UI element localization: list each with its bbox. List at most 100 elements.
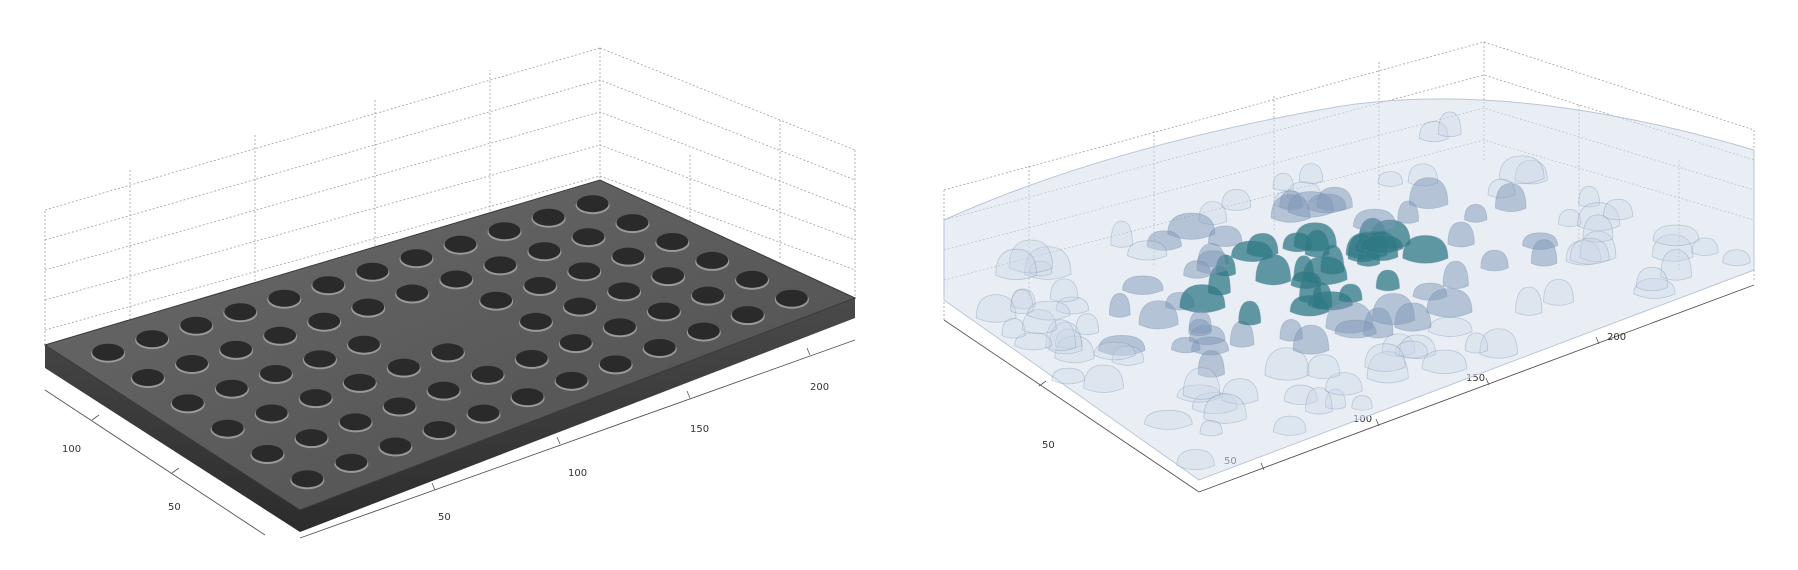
axis-lines xyxy=(943,284,1755,493)
isosurface-blob xyxy=(1010,289,1034,315)
isosurface-blob xyxy=(1464,204,1488,223)
isosurface-blob xyxy=(1652,224,1700,247)
plate-hole xyxy=(576,195,609,213)
isosurface-blob xyxy=(1014,332,1053,351)
isosurface-blob xyxy=(1426,288,1473,318)
isosurface-volume-plot: 50 50 100 150 200 xyxy=(943,41,1755,493)
plate-hole xyxy=(643,338,676,356)
isosurface-blob xyxy=(1636,266,1669,292)
plate-hole xyxy=(484,256,517,274)
isosurface-blob xyxy=(1024,246,1072,280)
plate-hole xyxy=(467,404,500,422)
plate-hole xyxy=(515,349,548,367)
plate-hole xyxy=(471,365,504,383)
isosurface-blob xyxy=(1377,171,1404,187)
isosurface-blob xyxy=(1722,249,1751,267)
plate-hole xyxy=(259,365,292,383)
isosurface-blob xyxy=(1306,354,1341,380)
plate-holes xyxy=(91,195,809,490)
isosurface-blob xyxy=(1051,367,1086,385)
plate-hole xyxy=(224,303,257,321)
isosurface-blob xyxy=(1311,282,1333,310)
isosurface-blob xyxy=(1001,317,1026,339)
isosurface-blob xyxy=(1437,111,1462,138)
isosurface-blob xyxy=(1359,234,1404,254)
isosurface-blob xyxy=(1238,300,1262,326)
plate-hole xyxy=(572,228,605,246)
plate-hole xyxy=(308,312,341,330)
plate-hole xyxy=(312,276,345,294)
x-tick-labels: 50 xyxy=(1042,440,1055,451)
isosurface-blob xyxy=(1021,308,1057,335)
isosurface-blob xyxy=(1199,419,1223,437)
perforated-plate-surface-plot: 50 100 50 100 150 200 xyxy=(43,47,857,539)
isosurface-blob xyxy=(1230,240,1274,263)
isosurface-blob xyxy=(1283,384,1318,405)
isosurface-blob xyxy=(1292,324,1330,355)
isosurface-blob xyxy=(1010,288,1036,310)
isosurface-blob xyxy=(1352,208,1397,232)
plate-hole xyxy=(396,284,429,302)
y-tick-label: 200 xyxy=(1607,332,1626,343)
isosurface-blob xyxy=(1221,378,1259,405)
isosurface-blob xyxy=(1293,222,1337,252)
isosurface-blob xyxy=(1351,395,1373,411)
plate-hole xyxy=(171,394,204,412)
plate-hole xyxy=(528,242,561,260)
isosurface-blob xyxy=(1029,260,1053,277)
plate-hole xyxy=(211,419,244,437)
plate-hole xyxy=(92,343,125,361)
plate-hole xyxy=(136,330,169,348)
plate-hole xyxy=(599,355,632,373)
plate-hole xyxy=(656,233,689,251)
isosurface-blob xyxy=(1191,336,1230,356)
axis-lines xyxy=(44,339,856,539)
isosurface-blob xyxy=(1494,183,1527,213)
plate-hole xyxy=(335,453,368,471)
isosurface-blob xyxy=(1565,240,1602,266)
plate-hole xyxy=(339,413,372,431)
isosurface-blob xyxy=(1334,319,1377,339)
isosurface-blob xyxy=(1083,364,1124,393)
isosurface-blob xyxy=(1097,334,1146,357)
isosurface-blob xyxy=(1045,319,1076,352)
plate-hole xyxy=(488,222,521,240)
plate-hole xyxy=(431,343,464,361)
isosurface-blob xyxy=(1543,279,1574,306)
isosurface-blob xyxy=(1305,387,1333,415)
isosurface-blob xyxy=(1207,225,1243,247)
isosurface-blob xyxy=(1558,209,1582,227)
isosurface-blob xyxy=(1324,388,1346,410)
isosurface-blob xyxy=(975,294,1017,323)
plate-hole xyxy=(387,358,420,376)
x-tick-label: 50 xyxy=(168,502,181,513)
plate-hole xyxy=(603,318,636,336)
plate-hole xyxy=(647,302,680,320)
isosurface-blob xyxy=(1075,313,1100,336)
plate-hole xyxy=(555,371,588,389)
left-plot-panel: 50 100 50 100 150 200 xyxy=(43,47,857,539)
isosurface-blob xyxy=(1179,284,1226,314)
isosurface-blob xyxy=(995,248,1038,281)
plate-hole xyxy=(343,373,376,391)
plate-hole xyxy=(652,267,685,285)
right-plot-panel: 50 50 100 150 200 xyxy=(899,0,1798,570)
isosurface-blob xyxy=(1578,185,1600,208)
isosurface-blob xyxy=(1229,320,1255,348)
isosurface-blob xyxy=(1221,188,1252,211)
isosurface-blob xyxy=(1428,316,1473,337)
isosurface-blob xyxy=(1515,286,1543,316)
isosurface-blob xyxy=(1447,221,1475,248)
isosurface-blob xyxy=(1514,159,1548,185)
isosurface-blob xyxy=(1479,328,1519,359)
isosurface-blob xyxy=(1530,239,1558,267)
plate-hole xyxy=(176,354,209,372)
isosurface-blob xyxy=(1093,341,1136,361)
x-tick-labels: 50 100 xyxy=(62,444,181,513)
plate-hole xyxy=(696,251,729,269)
y-tick-label: 150 xyxy=(1466,373,1485,384)
isosurface-blob xyxy=(1480,249,1509,272)
isosurface-blob xyxy=(1394,340,1429,359)
isosurface-blob xyxy=(1176,449,1215,471)
y-tick-label: 50 xyxy=(438,512,451,523)
